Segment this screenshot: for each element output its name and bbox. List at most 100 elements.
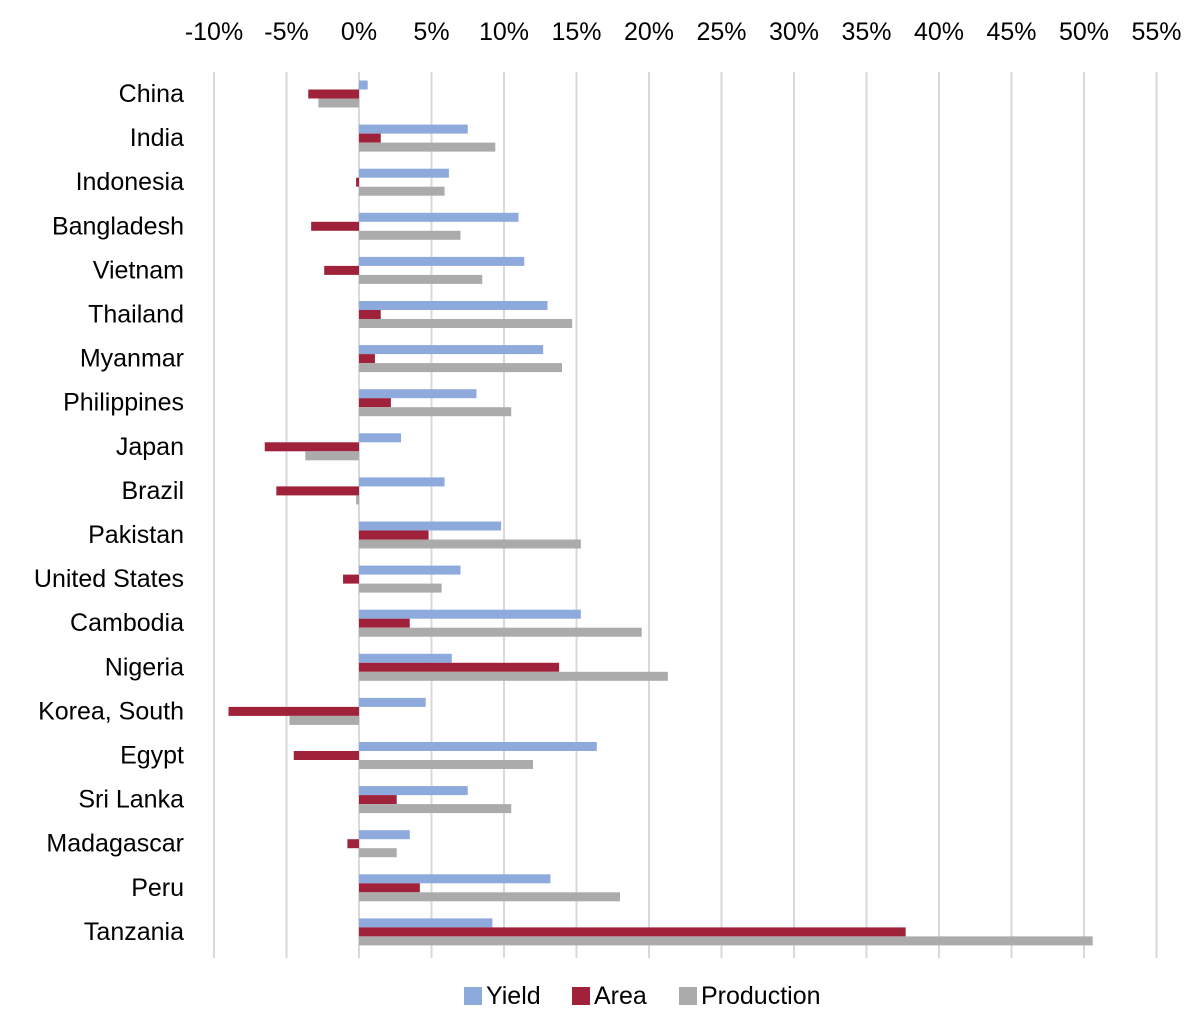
bar-production: [359, 274, 483, 284]
bar-yield: [359, 168, 449, 178]
category-label: China: [119, 80, 184, 108]
bar-area: [264, 442, 359, 452]
bar-yield: [359, 521, 502, 531]
x-tick-label: 30%: [769, 18, 819, 46]
legend-swatch-yield: [464, 987, 482, 1005]
x-tick-label: 0%: [341, 18, 377, 46]
x-axis-tick-labels: -10% -5% 0% 5% 10% 15% 20% 25% 30% 35% 40% 45% 50% 55…: [185, 18, 1182, 46]
bar-area: [359, 133, 381, 143]
bar-production: [359, 142, 496, 152]
bar-yield: [359, 80, 368, 90]
bar-yield: [359, 609, 581, 619]
bars: [228, 80, 1093, 946]
bar-production: [305, 451, 359, 461]
bar-yield: [359, 918, 493, 928]
legend-swatch-production: [679, 987, 697, 1005]
bar-yield: [359, 786, 468, 796]
bar-yield: [359, 653, 452, 663]
bar-production: [289, 715, 359, 725]
bar-production: [359, 539, 581, 549]
legend: Yield Area Production: [464, 982, 821, 1010]
legend-label-production: Production: [701, 982, 821, 1007]
bar-production: [359, 583, 442, 593]
legend-label-area: Area: [594, 982, 647, 1007]
bar-area: [359, 310, 381, 319]
bar-production: [359, 363, 562, 373]
x-tick-label: -5%: [264, 18, 308, 46]
bar-yield: [359, 830, 410, 840]
category-label: Nigeria: [105, 653, 184, 681]
bar-yield: [359, 301, 548, 310]
bar-production: [359, 892, 620, 902]
category-label: Tanzania: [84, 918, 184, 946]
bar-area: [359, 662, 560, 672]
bar-yield: [359, 477, 445, 487]
bar-area: [359, 398, 391, 408]
bar-area: [276, 486, 359, 496]
x-tick-label: 50%: [1059, 18, 1109, 46]
x-tick-label: 20%: [624, 18, 674, 46]
bar-yield: [359, 345, 544, 355]
category-label: Brazil: [121, 477, 184, 505]
bar-area: [356, 177, 359, 187]
category-label: Egypt: [120, 742, 184, 770]
bar-yield: [359, 874, 551, 884]
bar-yield: [359, 124, 468, 134]
bar-yield: [359, 697, 426, 707]
bar-area: [343, 574, 359, 584]
category-label: Sri Lanka: [78, 786, 184, 814]
category-label: Korea, South: [38, 697, 184, 725]
bar-production: [359, 407, 512, 417]
bar-area: [359, 530, 429, 540]
bar-area: [311, 221, 359, 231]
bar-production: [359, 627, 642, 637]
category-label: Bangladesh: [52, 212, 184, 240]
bar-production: [356, 495, 359, 505]
bar-yield: [359, 742, 597, 751]
bar-production: [318, 98, 359, 108]
bar-area: [359, 927, 906, 937]
gridlines: [213, 72, 1158, 958]
x-tick-label: 40%: [914, 18, 964, 46]
category-labels: China India Indonesia Bangladesh Vietnam Thai…: [34, 80, 184, 946]
category-label: Japan: [116, 433, 184, 461]
bar-yield: [359, 565, 461, 575]
bar-yield: [359, 389, 477, 399]
x-tick-label: 55%: [1131, 18, 1181, 46]
x-tick-label: 15%: [551, 18, 601, 46]
category-label: Philippines: [63, 389, 184, 417]
bar-yield: [359, 433, 402, 443]
x-tick-label: 35%: [841, 18, 891, 46]
bar-area: [347, 839, 359, 849]
bar-area: [359, 618, 410, 628]
bar-area: [293, 751, 359, 760]
x-tick-label: -10%: [185, 18, 243, 46]
bar-yield: [359, 212, 519, 222]
category-label: Madagascar: [46, 830, 184, 858]
legend-swatch-area: [572, 987, 590, 1005]
category-label: United States: [34, 565, 184, 593]
bar-production: [359, 230, 461, 240]
bar-area: [359, 354, 375, 364]
x-tick-label: 25%: [696, 18, 746, 46]
bar-area: [308, 89, 359, 99]
bar-area: [359, 883, 420, 893]
category-label: Pakistan: [88, 521, 184, 549]
bar-production: [359, 760, 533, 769]
x-tick-label: 45%: [986, 18, 1036, 46]
bar-area: [228, 706, 359, 716]
category-label: Indonesia: [76, 168, 185, 196]
bar-production: [359, 804, 512, 814]
bar-area: [324, 265, 359, 275]
category-label: Vietnam: [93, 256, 184, 284]
legend-label-yield: Yield: [486, 982, 541, 1007]
bar-production: [359, 936, 1093, 946]
x-tick-label: 5%: [413, 18, 449, 46]
bar-yield: [359, 256, 525, 266]
bar-production: [359, 848, 397, 858]
bar-production: [359, 186, 445, 196]
bar-production: [359, 671, 668, 681]
bar-area: [359, 795, 397, 805]
